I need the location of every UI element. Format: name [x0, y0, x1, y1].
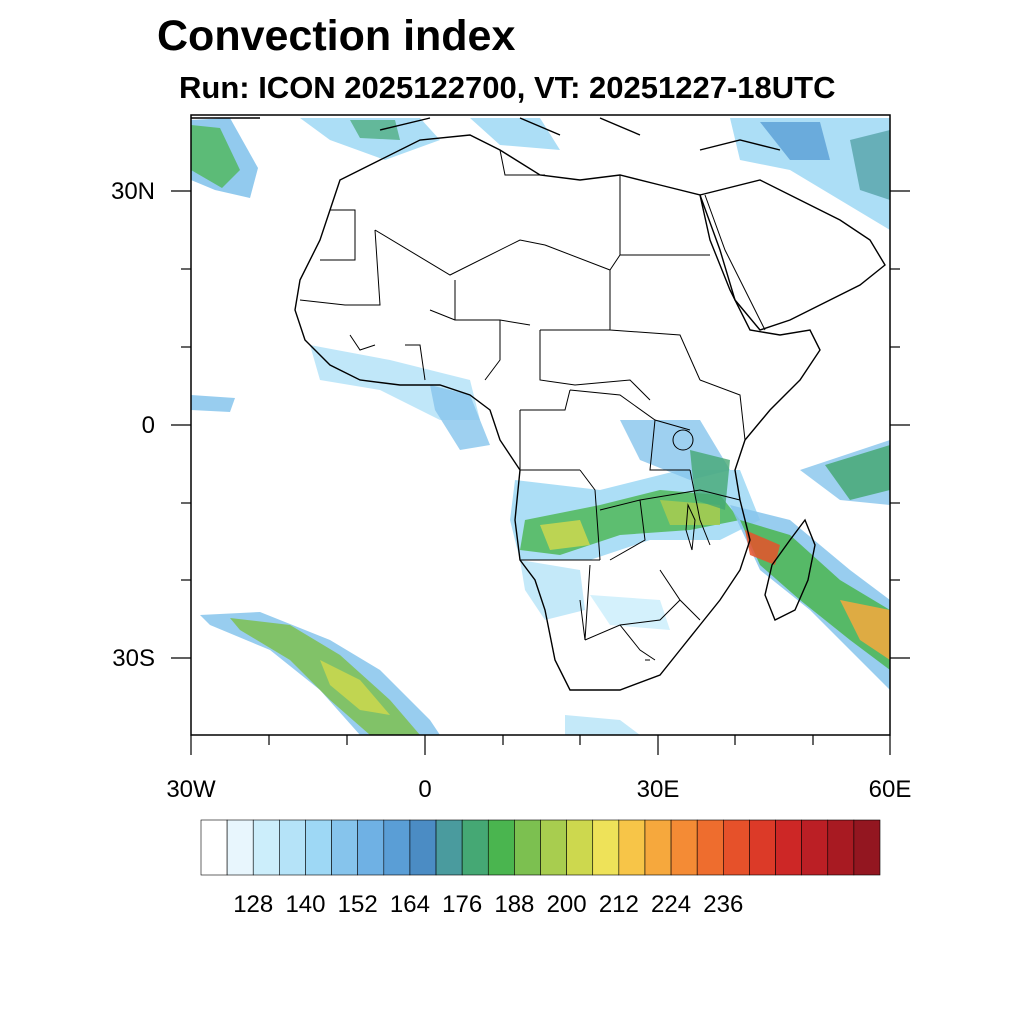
colorbar-swatch	[487, 819, 515, 876]
lon-label: 30E	[637, 776, 680, 803]
chart-subtitle: Run: ICON 2025122700, VT: 20251227-18UTC	[179, 70, 836, 105]
madagascar-coastline	[764, 518, 816, 621]
chart-title: Convection index	[157, 12, 516, 60]
colorbar-swatch	[644, 819, 672, 876]
coastlines	[191, 117, 886, 691]
field-patch	[520, 560, 585, 620]
axis-ticks	[171, 190, 910, 755]
colorbar-tick-label: 152	[338, 891, 378, 918]
lat-label: 30N	[111, 178, 155, 205]
colorbar-swatch	[566, 819, 594, 876]
lat-label: 30S	[112, 645, 155, 672]
red-sea-coast	[704, 194, 766, 331]
colorbar-labels: 128 140 152 164 176 188 200 212 224 236	[233, 891, 743, 918]
colorbar-swatch	[618, 819, 646, 876]
colorbar-tick-label: 224	[651, 891, 691, 918]
colorbar-swatch	[775, 819, 802, 876]
colorbar-tick-label: 188	[494, 891, 534, 918]
colorbar-tick-label: 176	[442, 891, 482, 918]
colorbar-tick-label: 236	[703, 891, 743, 918]
field-patch	[825, 445, 890, 500]
colorbar-tick-label: 212	[599, 891, 639, 918]
field-patch	[590, 595, 670, 630]
colorbar-swatch	[383, 819, 411, 876]
colorbar-swatch	[827, 819, 855, 876]
lon-labels: 30W 0 30E 60E	[166, 776, 911, 803]
colorbar-swatch	[409, 819, 437, 876]
colorbar-tick-label: 200	[547, 891, 587, 918]
field-patch	[470, 118, 560, 150]
field-patch	[660, 500, 720, 525]
convection-field	[191, 118, 890, 735]
colorbar	[200, 819, 881, 876]
colorbar-swatch	[696, 819, 724, 876]
colorbar-swatch	[592, 819, 620, 876]
europe-coastline	[191, 117, 781, 151]
field-patch	[230, 618, 420, 735]
field-patch	[191, 395, 235, 412]
colorbar-swatch	[853, 819, 881, 876]
colorbar-swatch	[252, 819, 280, 876]
lake-victoria	[672, 429, 694, 451]
lon-label: 60E	[869, 776, 912, 803]
lon-label: 0	[418, 776, 431, 803]
field-patch	[730, 118, 890, 230]
border-line	[299, 149, 746, 661]
colorbar-swatch	[801, 819, 829, 876]
field-patch	[840, 600, 890, 660]
colorbar-tick-label: 164	[390, 891, 430, 918]
field-patch	[760, 122, 830, 160]
field-patch	[430, 385, 490, 450]
country-borders	[299, 149, 766, 661]
lat-labels: 30N 0 30S	[111, 178, 155, 672]
lat-label: 0	[142, 412, 155, 439]
field-patch	[320, 660, 390, 715]
field-patch	[540, 520, 590, 550]
colorbar-swatch	[514, 819, 541, 876]
field-patch	[745, 530, 780, 565]
colorbar-swatch	[279, 819, 306, 876]
colorbar-swatch	[357, 819, 385, 876]
colorbar-swatch	[226, 819, 254, 876]
colorbar-swatch	[305, 819, 332, 876]
colorbar-swatch	[723, 819, 750, 876]
colorbar-swatch	[200, 819, 228, 876]
lake-malawi	[685, 503, 696, 551]
field-patch	[565, 715, 640, 735]
field-patch	[191, 125, 240, 188]
colorbar-swatch	[331, 819, 358, 876]
colorbar-swatch	[749, 819, 776, 876]
colorbar-swatch	[670, 819, 698, 876]
colorbar-swatch	[540, 819, 567, 876]
field-patch	[300, 118, 440, 160]
field-patch	[350, 120, 400, 140]
colorbar-tick-label: 140	[285, 891, 325, 918]
colorbar-swatch	[461, 819, 489, 876]
arabia-coastline	[699, 179, 886, 331]
colorbar-tick-label: 128	[233, 891, 273, 918]
field-patch	[850, 130, 890, 200]
africa-coastline	[294, 134, 821, 691]
lon-label: 30W	[166, 776, 216, 803]
colorbar-swatch	[435, 819, 463, 876]
